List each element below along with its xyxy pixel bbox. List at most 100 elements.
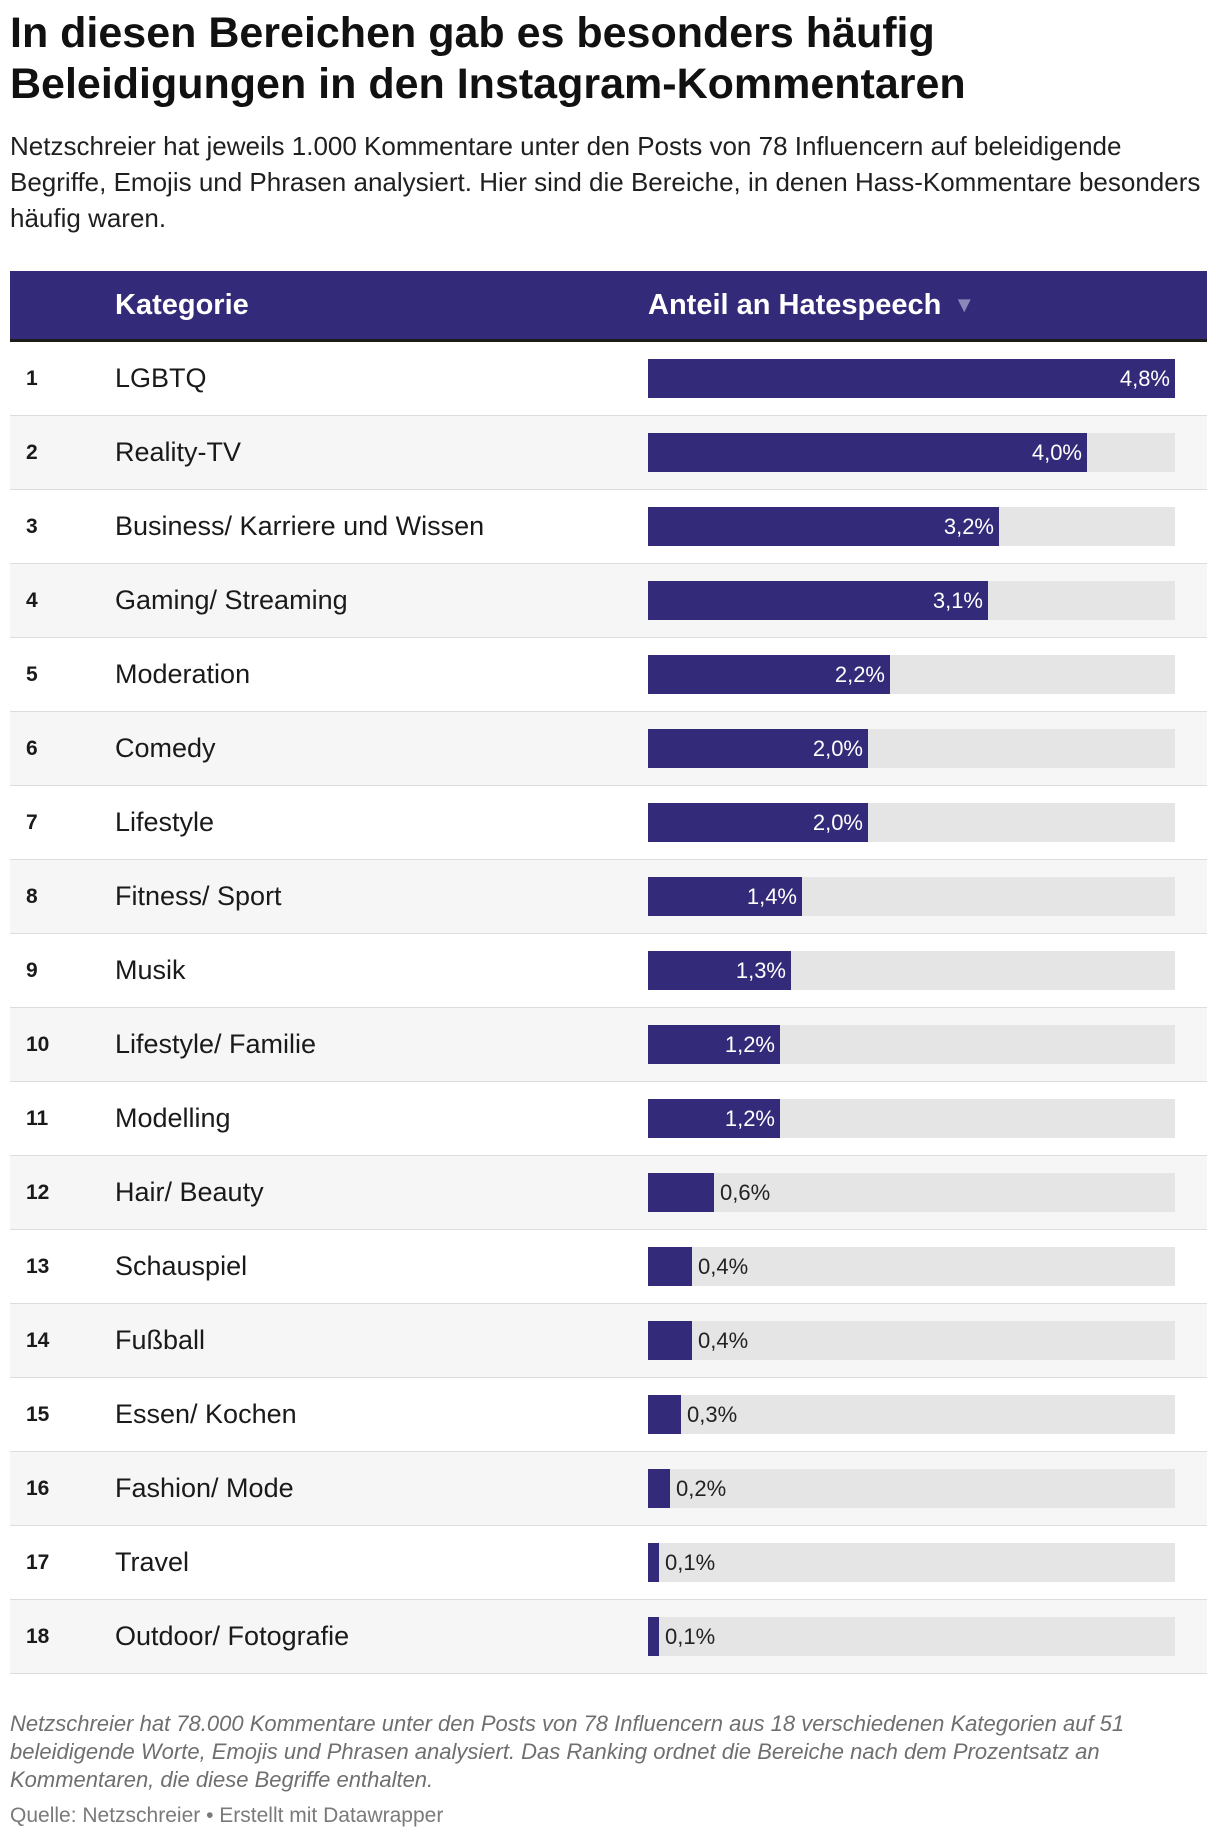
row-rank: 10 — [26, 1033, 50, 1056]
bar-track: 3,2% — [648, 507, 1175, 546]
row-category: Gaming/ Streaming — [115, 585, 348, 615]
sort-down-icon[interactable]: ▼ — [953, 292, 976, 317]
row-rank: 17 — [26, 1551, 50, 1574]
row-category: Fitness/ Sport — [115, 881, 282, 911]
bar-fill — [648, 581, 988, 620]
chart-subtitle: Netzschreier hat jeweils 1.000 Kommentar… — [10, 131, 1201, 233]
row-rank: 12 — [26, 1181, 50, 1204]
bar-track: 0,1% — [648, 1543, 1175, 1582]
table-row: 5 Moderation 2,2% — [10, 638, 1207, 712]
row-rank: 18 — [26, 1625, 50, 1648]
bar-value-label: 4,0% — [1031, 440, 1082, 465]
row-category: Business/ Karriere und Wissen — [115, 511, 485, 541]
bar-value-label: 1,2% — [724, 1032, 775, 1057]
column-header-value-label: Anteil an Hatespeech — [648, 289, 942, 321]
bar-value-label: 2,2% — [834, 662, 885, 687]
table-row: 1 LGBTQ 4,8% — [10, 342, 1207, 416]
row-category: Hair/ Beauty — [115, 1177, 264, 1207]
row-rank: 9 — [26, 959, 38, 982]
bar-value-label: 0,3% — [687, 1402, 738, 1427]
table-row: 7 Lifestyle 2,0% — [10, 786, 1207, 860]
bar-value-label: 2,0% — [812, 810, 863, 835]
table-row: 16 Fashion/ Mode 0,2% — [10, 1452, 1207, 1526]
bar-fill — [648, 1173, 714, 1212]
bar-fill — [648, 655, 890, 694]
row-category: Musik — [115, 955, 186, 985]
bar-track: 1,4% — [648, 877, 1175, 916]
bar-value-label: 0,4% — [698, 1254, 749, 1279]
bar-track: 1,2% — [648, 1099, 1175, 1138]
bar-value-label: 0,1% — [665, 1550, 716, 1575]
bar-value-label: 0,1% — [665, 1624, 716, 1649]
column-header-value[interactable]: Anteil an Hatespeech ▼ — [648, 271, 975, 339]
table-row: 13 Schauspiel 0,4% — [10, 1230, 1207, 1304]
table-row: 18 Outdoor/ Fotografie 0,1% — [10, 1600, 1207, 1674]
bar-value-label: 4,8% — [1119, 366, 1170, 391]
bar-value-label: 0,4% — [698, 1328, 749, 1353]
row-rank: 16 — [26, 1477, 50, 1500]
table-row: 12 Hair/ Beauty 0,6% — [10, 1156, 1207, 1230]
chart-notes: Netzschreier hat 78.000 Kommentare unter… — [10, 1711, 1125, 1792]
row-category: Essen/ Kochen — [115, 1399, 297, 1429]
bar-fill — [648, 951, 791, 990]
row-category: Schauspiel — [115, 1251, 248, 1281]
bar-track: 0,4% — [648, 1321, 1175, 1360]
row-category: Moderation — [115, 659, 251, 689]
row-rank: 14 — [26, 1329, 50, 1352]
chart-source: Quelle: Netzschreier • Erstellt mit Data… — [10, 1804, 444, 1827]
row-rank: 8 — [26, 885, 38, 908]
bar-track: 1,3% — [648, 951, 1175, 990]
table-row: 14 Fußball 0,4% — [10, 1304, 1207, 1378]
table-row: 6 Comedy 2,0% — [10, 712, 1207, 786]
bar-track: 0,4% — [648, 1247, 1175, 1286]
bar-fill — [648, 1543, 659, 1582]
table-row: 2 Reality-TV 4,0% — [10, 416, 1207, 490]
bar-fill — [648, 1099, 780, 1138]
table-row: 9 Musik 1,3% — [10, 934, 1207, 1008]
bar-track: 2,2% — [648, 655, 1175, 694]
bar-track: 3,1% — [648, 581, 1175, 620]
bar-value-label: 3,2% — [943, 514, 994, 539]
row-category: Reality-TV — [115, 437, 242, 467]
row-category: Fußball — [115, 1325, 206, 1355]
table-row: 17 Travel 0,1% — [10, 1526, 1207, 1600]
column-header-category[interactable]: Kategorie — [115, 289, 249, 321]
bar-track: 0,6% — [648, 1173, 1175, 1212]
bar-fill — [648, 1617, 659, 1656]
row-rank: 4 — [26, 589, 38, 612]
bar-track: 4,8% — [648, 359, 1175, 398]
bar-value-label: 2,0% — [812, 736, 863, 761]
table-row: 10 Lifestyle/ Familie 1,2% — [10, 1008, 1207, 1082]
bar-fill — [648, 507, 999, 546]
bar-track: 0,3% — [648, 1395, 1175, 1434]
bar-track: 2,0% — [648, 729, 1175, 768]
data-table: Kategorie Anteil an Hatespeech ▼ 1 LGBTQ 4,… — [10, 271, 1207, 1674]
bar-track: 4,0% — [648, 433, 1175, 472]
row-rank: 7 — [26, 811, 38, 834]
bar-fill — [648, 359, 1175, 398]
row-category: Outdoor/ Fotografie — [115, 1621, 350, 1651]
bar-fill — [648, 877, 802, 916]
row-rank: 11 — [26, 1107, 49, 1130]
table-header: Kategorie Anteil an Hatespeech ▼ — [10, 271, 1207, 342]
bar-fill — [648, 1321, 692, 1360]
row-rank: 1 — [26, 367, 38, 390]
row-rank: 15 — [26, 1403, 50, 1426]
table-row: 3 Business/ Karriere und Wissen 3,2% — [10, 490, 1207, 564]
chart-title: In diesen Bereichen gab es besonders häu… — [10, 9, 966, 108]
table-row: 15 Essen/ Kochen 0,3% — [10, 1378, 1207, 1452]
bar-fill — [648, 1469, 670, 1508]
bar-fill — [648, 1395, 681, 1434]
row-rank: 6 — [26, 737, 38, 760]
bar-value-label: 1,3% — [735, 958, 786, 983]
bar-fill — [648, 1025, 780, 1064]
bar-value-label: 1,4% — [746, 884, 797, 909]
table-body: 1 LGBTQ 4,8% 2 Reality-TV 4,0% 3 Business/ Karr… — [10, 342, 1207, 1674]
row-category: Fashion/ Mode — [115, 1473, 294, 1503]
row-rank: 5 — [26, 663, 38, 686]
row-rank: 3 — [26, 515, 38, 538]
bar-value-label: 3,1% — [932, 588, 983, 613]
row-category: Modelling — [115, 1103, 231, 1133]
bar-track: 0,2% — [648, 1469, 1175, 1508]
bar-value-label: 0,6% — [720, 1180, 771, 1205]
